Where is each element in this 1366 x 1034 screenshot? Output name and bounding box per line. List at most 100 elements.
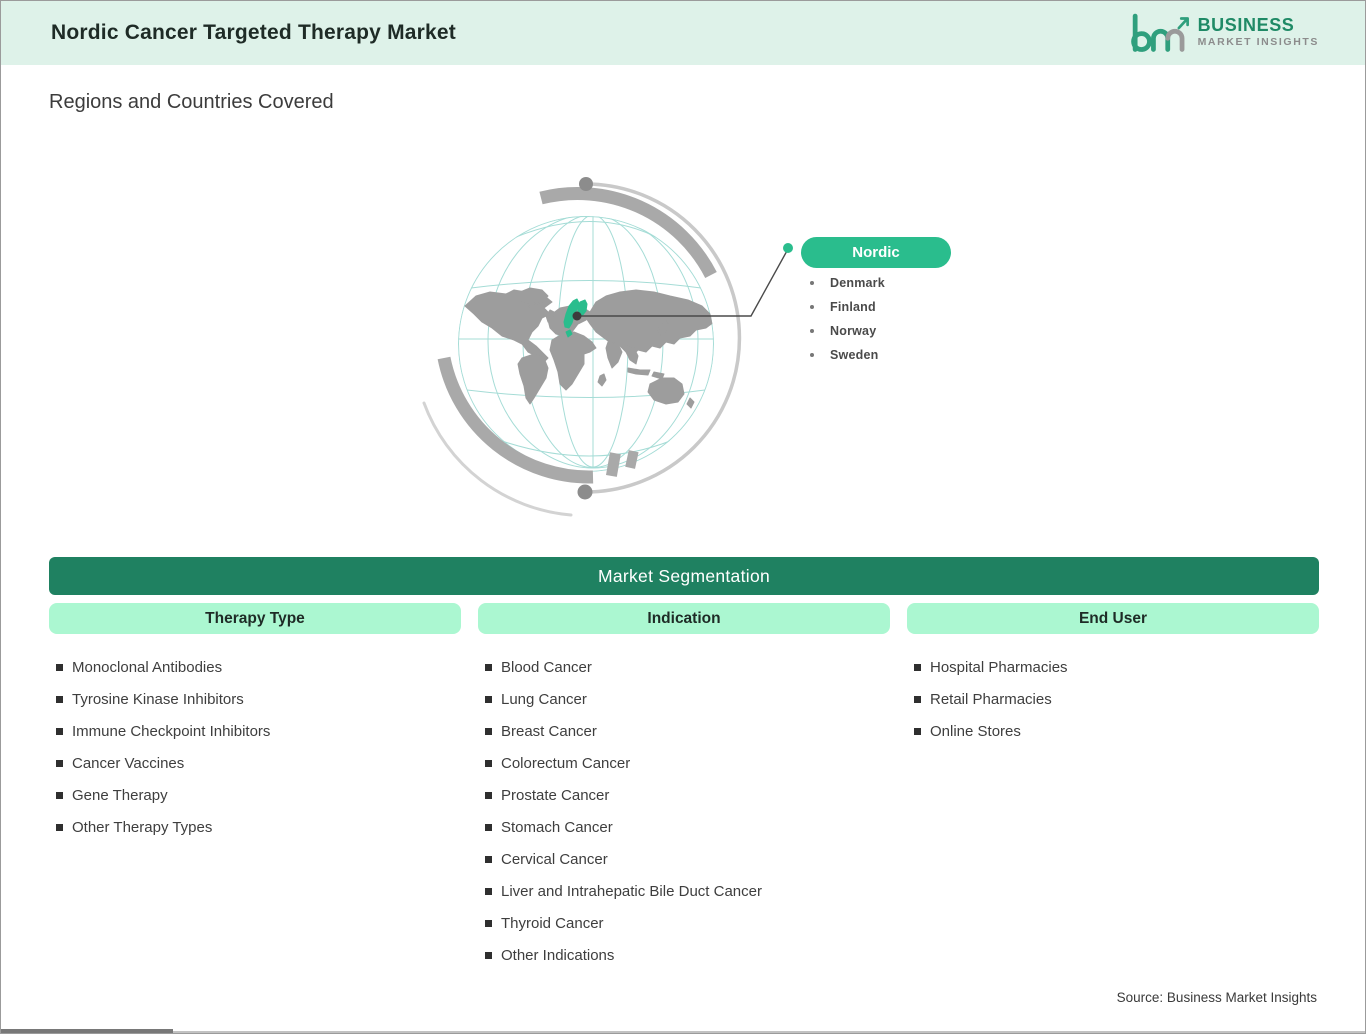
- landmass-asia: [585, 289, 714, 357]
- landmass-south-america: [517, 353, 549, 405]
- list-item: Blood Cancer: [478, 651, 890, 683]
- country-name: Denmark: [830, 276, 885, 290]
- bottom-border-line: [1, 1031, 1365, 1033]
- therapy-type-list: Monoclonal Antibodies Tyrosine Kinase In…: [49, 651, 461, 843]
- list-item: Immune Checkpoint Inhibitors: [49, 715, 461, 747]
- world-map: [464, 287, 714, 409]
- list-item-label: Stomach Cancer: [501, 818, 613, 836]
- landmass-uk: [545, 309, 555, 323]
- landmass-new-zealand: [686, 397, 695, 409]
- landmass-australia: [647, 377, 685, 405]
- list-item: Breast Cancer: [478, 715, 890, 747]
- list-item-label: Immune Checkpoint Inhibitors: [72, 722, 271, 740]
- list-item: Stomach Cancer: [478, 811, 890, 843]
- orbit-arc-thick-bottom: [437, 356, 594, 484]
- brand-logo: BUSINESS MARKET INSIGHTS: [1128, 8, 1319, 56]
- bullet-dot-icon: [810, 305, 814, 309]
- square-bullet-icon: [485, 695, 492, 703]
- square-bullet-icon: [56, 727, 63, 735]
- page-title: Nordic Cancer Targeted Therapy Market: [51, 21, 456, 44]
- list-item-label: Hospital Pharmacies: [930, 658, 1068, 676]
- list-item: Colorectum Cancer: [478, 747, 890, 779]
- square-bullet-icon: [485, 663, 492, 671]
- source-note: Source: Business Market Insights: [1116, 990, 1317, 1005]
- country-list-item: Finland: [801, 295, 885, 319]
- list-item: Tyrosine Kinase Inhibitors: [49, 683, 461, 715]
- square-bullet-icon: [485, 791, 492, 799]
- orbit-dash: [625, 450, 639, 469]
- square-bullet-icon: [485, 887, 492, 895]
- country-list-item: Denmark: [801, 271, 885, 295]
- region-pill: Nordic: [801, 237, 951, 268]
- list-item-label: Thyroid Cancer: [501, 914, 604, 932]
- square-bullet-icon: [914, 695, 921, 703]
- list-item: Liver and Intrahepatic Bile Duct Cancer: [478, 875, 890, 907]
- landmass-africa: [549, 331, 597, 391]
- logo-wordmark: BUSINESS MARKET INSIGHTS: [1198, 16, 1319, 48]
- list-item-label: Other Therapy Types: [72, 818, 213, 836]
- segmentation-title-bar: Market Segmentation: [49, 557, 1319, 595]
- logo-word-market-insights: MARKET INSIGHTS: [1197, 35, 1319, 48]
- orbit-arc-thin-bottom-left: [422, 401, 573, 517]
- list-item-label: Lung Cancer: [501, 690, 587, 708]
- end-user-list: Hospital Pharmacies Retail Pharmacies On…: [907, 651, 1319, 747]
- bullet-dot-icon: [810, 281, 814, 285]
- square-bullet-icon: [485, 919, 492, 927]
- bullet-dot-icon: [810, 329, 814, 333]
- list-item-label: Colorectum Cancer: [501, 754, 631, 772]
- square-bullet-icon: [56, 823, 63, 831]
- square-bullet-icon: [56, 791, 63, 799]
- list-item-label: Blood Cancer: [501, 658, 592, 676]
- square-bullet-icon: [485, 823, 492, 831]
- landmass-denmark: [565, 329, 573, 338]
- square-bullet-icon: [485, 951, 492, 959]
- bottom-left-tab: [1, 1029, 173, 1033]
- column-header-end-user: End User: [907, 603, 1319, 634]
- globe-graphic: [422, 177, 793, 517]
- section-title: Regions and Countries Covered: [49, 91, 334, 113]
- landmass-finland: [577, 299, 588, 317]
- country-list-item: Norway: [801, 319, 885, 343]
- landmass-japan: [657, 319, 670, 337]
- list-item-label: Cervical Cancer: [501, 850, 608, 868]
- list-item: Monoclonal Antibodies: [49, 651, 461, 683]
- callout-connector: [572, 243, 793, 321]
- callout-anchor-dot: [783, 243, 793, 253]
- landmass-indonesia: [627, 367, 665, 380]
- landmass-greenland: [519, 287, 549, 307]
- country-list-item: Sweden: [801, 343, 885, 367]
- nordic-region-highlight: [563, 298, 588, 338]
- orbit-dash: [605, 452, 621, 477]
- list-item: Online Stores: [907, 715, 1319, 747]
- orbit-arc-thin-right: [583, 182, 742, 494]
- connector-line: [578, 248, 789, 317]
- bmi-logo-icon: [1130, 13, 1189, 52]
- country-name: Norway: [830, 324, 877, 338]
- column-header-therapy-type: Therapy Type: [49, 603, 461, 634]
- list-item: Cervical Cancer: [478, 843, 890, 875]
- list-item: Thyroid Cancer: [478, 907, 890, 939]
- country-list: Denmark Finland Norway Sweden: [801, 271, 885, 367]
- list-item: Gene Therapy: [49, 779, 461, 811]
- list-item-label: Other Indications: [501, 946, 615, 964]
- list-item-label: Prostate Cancer: [501, 786, 610, 804]
- map-point-dot: [572, 311, 582, 321]
- logo-word-business: BUSINESS: [1197, 15, 1295, 36]
- list-item-label: Liver and Intrahepatic Bile Duct Cancer: [501, 882, 762, 900]
- list-item: Lung Cancer: [478, 683, 890, 715]
- country-name: Sweden: [830, 348, 879, 362]
- bullet-dot-icon: [810, 353, 814, 357]
- list-item: Hospital Pharmacies: [907, 651, 1319, 683]
- square-bullet-icon: [56, 759, 63, 767]
- square-bullet-icon: [485, 855, 492, 863]
- list-item: Retail Pharmacies: [907, 683, 1319, 715]
- list-item-label: Gene Therapy: [72, 786, 168, 804]
- list-item-label: Online Stores: [930, 722, 1021, 740]
- landmass-india: [605, 341, 623, 369]
- square-bullet-icon: [56, 663, 63, 671]
- list-item: Other Indications: [478, 939, 890, 971]
- square-bullet-icon: [914, 663, 921, 671]
- list-item: Cancer Vaccines: [49, 747, 461, 779]
- landmass-se-asia: [625, 343, 639, 365]
